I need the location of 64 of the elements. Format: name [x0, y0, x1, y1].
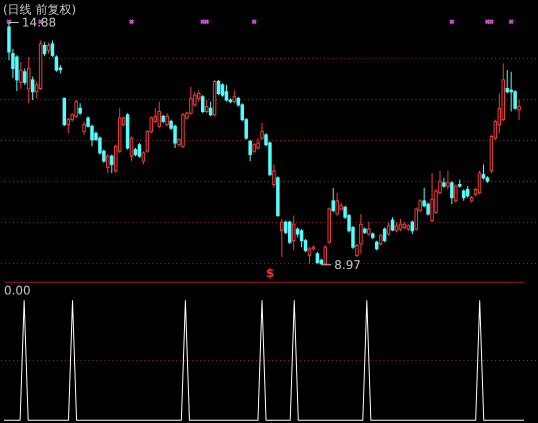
candlestick: [374, 240, 378, 251]
candlestick: [335, 192, 339, 216]
candlestick: [42, 42, 46, 57]
candlestick: [513, 90, 517, 110]
candlestick: [173, 124, 177, 148]
candlestick: [82, 120, 86, 136]
candlestick: [442, 177, 446, 188]
candlestick: [288, 220, 292, 244]
candlestick: [398, 218, 402, 232]
text: 0.00: [4, 284, 31, 298]
candlestick: [382, 226, 386, 243]
candlestick: [367, 222, 371, 236]
candlestick: [106, 154, 110, 174]
candlestick: [110, 154, 114, 174]
candlestick: [46, 42, 50, 54]
candlestick: [466, 186, 470, 198]
candlestick: [394, 222, 398, 233]
candlestick: [78, 102, 82, 116]
candlestick: [462, 188, 466, 202]
candlestick: [517, 100, 521, 120]
candlestick: [138, 142, 142, 158]
candlestick: [509, 71, 513, 112]
candlestick: [19, 61, 23, 90]
candlestick: [224, 84, 228, 102]
candlestick: [30, 76, 34, 101]
candlestick: [359, 213, 363, 254]
candlestick: [189, 86, 193, 116]
candlestick: [386, 222, 390, 236]
candlestick: [446, 170, 450, 190]
candlestick: [248, 139, 252, 162]
candlestick: [390, 216, 394, 232]
candlestick: [482, 164, 486, 180]
candlestick: [300, 228, 304, 248]
candlestick: [23, 68, 27, 86]
candlestick: [74, 100, 78, 119]
candlestick: [208, 101, 212, 117]
candlestick: [331, 187, 335, 213]
candlestick: [450, 180, 454, 205]
candlestick: [157, 101, 161, 129]
candlestick: [200, 94, 204, 114]
candlestick: [272, 164, 276, 188]
candlestick: [454, 184, 458, 203]
candlestick: [260, 122, 264, 140]
candlestick: [204, 100, 208, 114]
candlestick: [430, 172, 434, 223]
candlestick: [478, 170, 482, 195]
candlestick: [216, 79, 220, 96]
candlestick: [197, 90, 201, 102]
candlestick: [26, 56, 30, 104]
candlestick: [165, 112, 169, 127]
candlestick: [292, 215, 296, 251]
candlestick: [308, 246, 312, 264]
candlestick: [410, 220, 414, 235]
candlestick: [232, 90, 236, 104]
candlestick: [426, 202, 430, 216]
candlestick: [280, 218, 284, 258]
candlestick: [256, 138, 260, 150]
candlestick: [378, 234, 382, 246]
annotation: 14.88: [22, 16, 56, 30]
annotation: 8.97: [334, 258, 361, 272]
chart-title: (日线 前复权): [2, 2, 76, 17]
candlestick: [324, 245, 328, 265]
text: $: [266, 266, 274, 280]
candlestick: [130, 136, 134, 162]
